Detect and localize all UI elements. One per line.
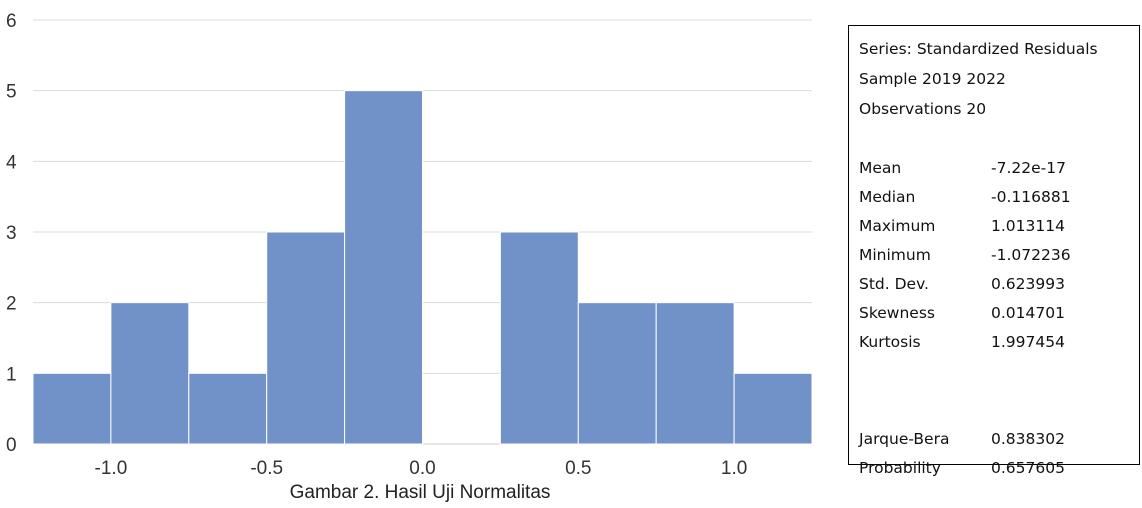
stat-label: Probability — [859, 459, 941, 477]
stat-row-kurtosis: Kurtosis 1.997454 — [859, 328, 1071, 357]
histogram-chart: 0 1 2 3 4 5 6 -1.0 -0.5 0.0 0.5 1.0 — [6, 11, 813, 479]
sample-label: Sample 2019 2022 — [859, 70, 1006, 88]
stat-label: Minimum — [859, 246, 931, 264]
stat-label: Maximum — [859, 217, 936, 235]
stats-header: Series: Standardized Residuals Sample 20… — [859, 34, 1098, 124]
figure-caption: Gambar 2. Hasil Uji Normalitas — [289, 482, 551, 503]
stat-value: 0.623993 — [991, 275, 1065, 293]
stat-label: Kurtosis — [859, 333, 921, 351]
stat-label: Median — [859, 188, 916, 206]
stat-row-probability: Probability 0.657605 — [859, 454, 1065, 483]
stat-value: 0.014701 — [991, 304, 1065, 322]
histogram-bar — [110, 302, 190, 445]
histogram-bar — [344, 90, 424, 445]
stat-row-std-dev: Std. Dev. 0.623993 — [859, 270, 1071, 299]
series-label: Series: Standardized Residuals — [859, 40, 1098, 58]
stat-row-jarque-bera: Jarque-Bera 0.838302 — [859, 425, 1065, 454]
y-tick-label: 3 — [6, 223, 17, 244]
stat-value: 0.657605 — [991, 459, 1065, 477]
y-tick-label: 1 — [6, 364, 17, 385]
histogram-bar — [266, 231, 346, 445]
stat-value: -0.116881 — [991, 188, 1071, 206]
y-tick-label: 4 — [6, 152, 17, 173]
y-tick-label: 5 — [6, 82, 17, 103]
stat-value: 1.013114 — [991, 217, 1065, 235]
histogram-bar — [733, 372, 813, 445]
stat-row-skewness: Skewness 0.014701 — [859, 299, 1071, 328]
stat-row-mean: Mean -7.22e-17 — [859, 154, 1071, 183]
stat-row-minimum: Minimum -1.072236 — [859, 241, 1071, 270]
stats-panel: Series: Standardized Residuals Sample 20… — [848, 25, 1140, 477]
normality-test-table: Jarque-Bera 0.838302 Probability 0.657605 — [859, 425, 1065, 483]
y-axis-ticks: 0 1 2 3 4 5 6 — [6, 11, 17, 456]
x-tick-label: 0.5 — [565, 458, 591, 479]
stats-table: Mean -7.22e-17 Median -0.116881 Maximum 1.0… — [859, 154, 1071, 357]
stat-value: -1.072236 — [991, 246, 1071, 264]
x-axis-ticks: -1.0 -0.5 0.0 0.5 1.0 — [95, 458, 748, 479]
histogram-bar — [577, 302, 657, 445]
histogram-bars — [32, 90, 813, 445]
stat-label: Jarque-Bera — [859, 430, 950, 448]
stat-label: Skewness — [859, 304, 935, 322]
stat-value: 0.838302 — [991, 430, 1065, 448]
y-tick-label: 2 — [6, 294, 17, 315]
observations-label: Observations 20 — [859, 100, 987, 118]
x-tick-label: -0.5 — [250, 458, 283, 479]
histogram-bar — [188, 372, 268, 445]
x-tick-label: 1.0 — [721, 458, 747, 479]
stat-value: 1.997454 — [991, 333, 1065, 351]
histogram-bar — [499, 231, 579, 445]
histogram-bar — [655, 302, 735, 445]
stat-label: Std. Dev. — [859, 275, 929, 293]
stat-row-median: Median -0.116881 — [859, 183, 1071, 212]
y-tick-label: 6 — [6, 11, 17, 32]
stat-label: Mean — [859, 159, 902, 177]
y-tick-label: 0 — [6, 435, 17, 456]
x-tick-label: -1.0 — [95, 458, 128, 479]
histogram-bar — [32, 372, 112, 445]
stat-value: -7.22e-17 — [991, 159, 1066, 177]
x-tick-label: 0.0 — [409, 458, 435, 479]
stat-row-maximum: Maximum 1.013114 — [859, 212, 1071, 241]
